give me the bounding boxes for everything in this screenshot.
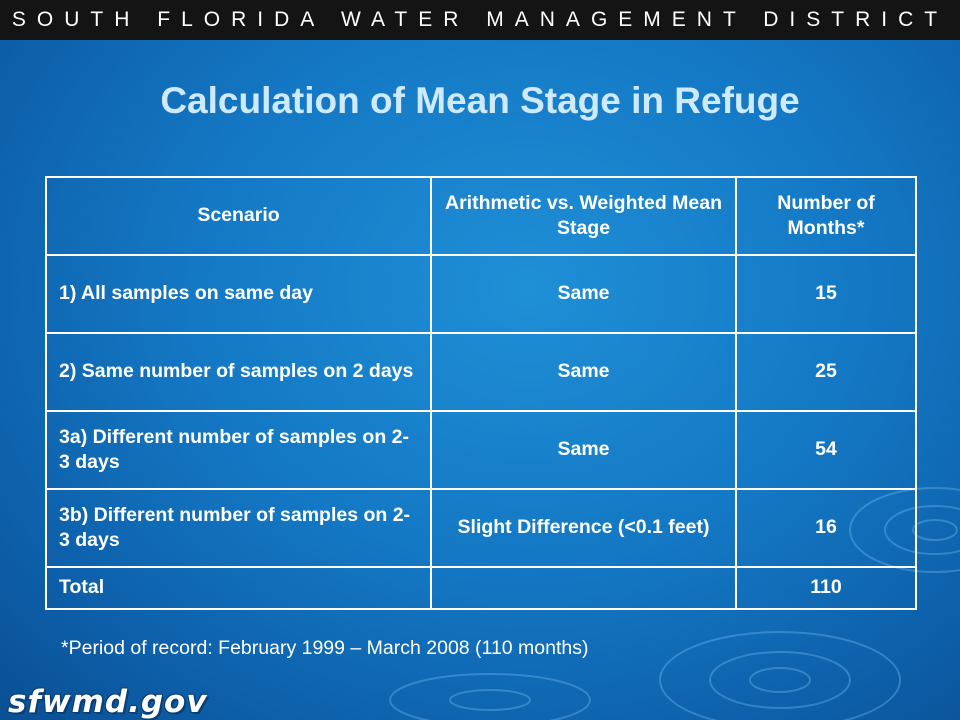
- scenario-table: Scenario Arithmetic vs. Weighted Mean St…: [45, 176, 917, 610]
- comparison-cell: Same: [430, 254, 737, 334]
- sfwmd-logo: sfwmd.gov: [8, 684, 208, 720]
- comparison-cell: Slight Difference (<0.1 feet): [430, 488, 737, 568]
- scenario-cell: 3a) Different number of samples on 2-3 d…: [45, 410, 432, 490]
- header-number-of-months: Number of Months*: [735, 176, 917, 256]
- total-months-cell: 110: [735, 566, 917, 610]
- scenario-cell: 3b) Different number of samples on 2-3 d…: [45, 488, 432, 568]
- months-cell: 15: [735, 254, 917, 334]
- header-scenario: Scenario: [45, 176, 432, 256]
- comparison-cell: Same: [430, 410, 737, 490]
- scenario-cell: 2) Same number of samples on 2 days: [45, 332, 432, 412]
- table-row: 3a) Different number of samples on 2-3 d…: [45, 410, 917, 490]
- table-row: 1) All samples on same day Same 15: [45, 254, 917, 334]
- period-footnote: *Period of record: February 1999 – March…: [61, 637, 589, 659]
- district-banner: SOUTH FLORIDA WATER MANAGEMENT DISTRICT: [0, 0, 960, 40]
- table-row: 2) Same number of samples on 2 days Same…: [45, 332, 917, 412]
- header-mean-stage: Arithmetic vs. Weighted Mean Stage: [430, 176, 737, 256]
- empty-cell: [430, 566, 737, 610]
- months-cell: 16: [735, 488, 917, 568]
- table-header-row: Scenario Arithmetic vs. Weighted Mean St…: [45, 176, 917, 256]
- slide-title: Calculation of Mean Stage in Refuge: [160, 80, 800, 121]
- total-label-cell: Total: [45, 566, 432, 610]
- months-cell: 54: [735, 410, 917, 490]
- comparison-cell: Same: [430, 332, 737, 412]
- months-cell: 25: [735, 332, 917, 412]
- table-total-row: Total 110: [45, 566, 917, 610]
- scenario-cell: 1) All samples on same day: [45, 254, 432, 334]
- table-row: 3b) Different number of samples on 2-3 d…: [45, 488, 917, 568]
